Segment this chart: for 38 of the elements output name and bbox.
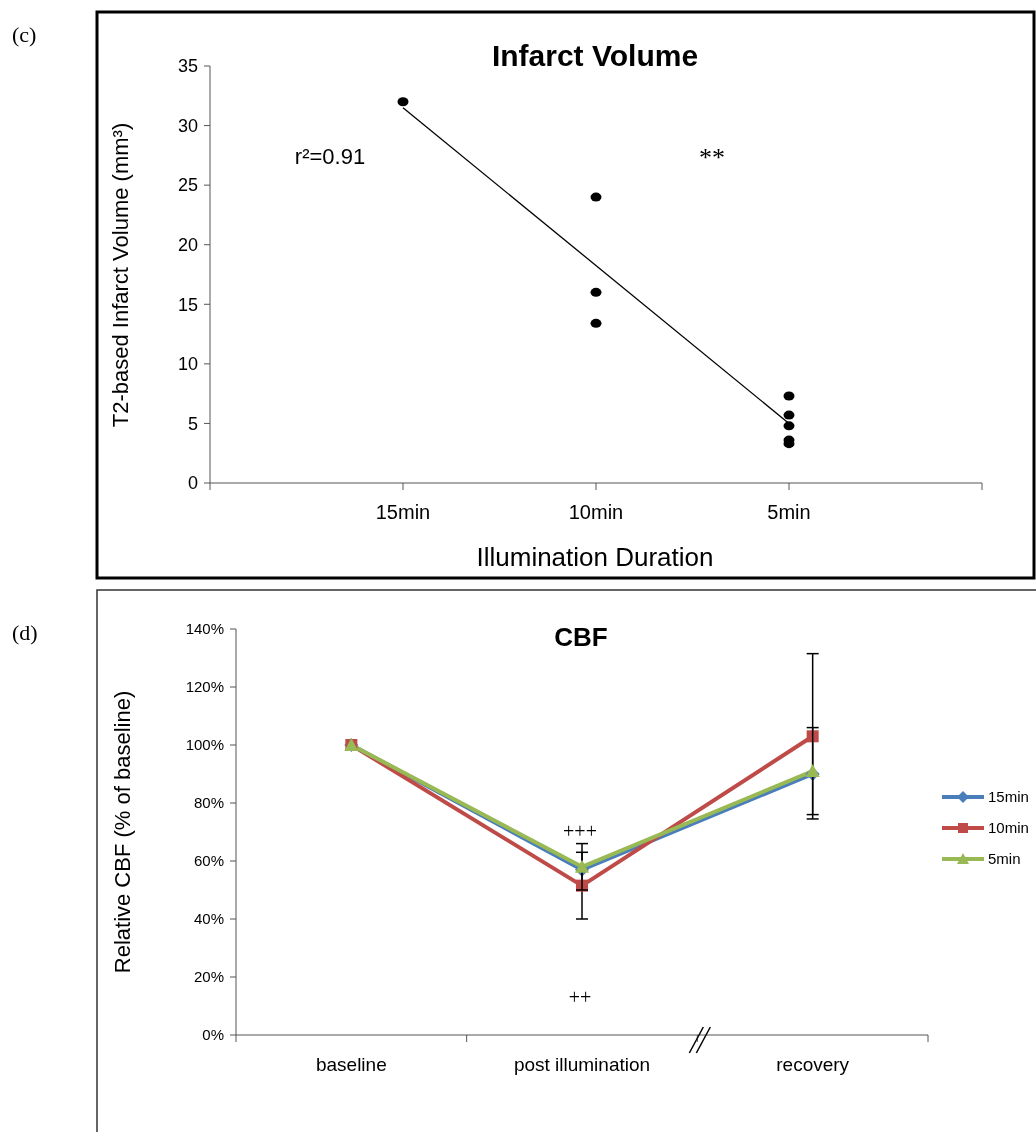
y-tick-label: 20 xyxy=(177,235,198,256)
x-tick-label: 15min xyxy=(375,501,431,523)
y-tick-label: 60% xyxy=(193,852,224,870)
point xyxy=(806,730,819,743)
annotation: r²=0.91 xyxy=(294,144,366,169)
y-tick-label: 0% xyxy=(202,1026,224,1044)
legend-label: 5min xyxy=(988,850,1021,868)
y-tick-label: 5 xyxy=(187,413,198,434)
y-tick-label: 20% xyxy=(193,968,224,986)
x-tick-label: baseline xyxy=(315,1054,387,1075)
legend-label: 15min xyxy=(988,788,1029,806)
x-tick-label: recovery xyxy=(776,1054,850,1075)
y-tick-label: 15 xyxy=(177,294,198,315)
y-axis-title: T2-based Infarct Volume (mm³) xyxy=(108,122,133,428)
point xyxy=(575,859,589,873)
y-tick-label: 120% xyxy=(185,678,224,696)
y-tick-label: 25 xyxy=(177,175,198,196)
x-axis-title: Illumination Duration xyxy=(476,542,714,572)
y-axis-title: Relative CBF (% of baseline) xyxy=(110,690,135,974)
chart-title: CBF xyxy=(554,622,608,652)
x-tick-label: post illumination xyxy=(513,1054,651,1075)
text: (d) xyxy=(12,620,38,645)
x-tick-label: 5min xyxy=(767,501,811,523)
y-tick-label: 140% xyxy=(185,620,224,638)
y-tick-label: 80% xyxy=(193,794,224,812)
chart-title: Infarct Volume xyxy=(491,39,699,72)
y-tick-label: 10 xyxy=(177,354,198,375)
y-tick-label: 35 xyxy=(177,56,198,77)
annotation: ++ xyxy=(568,986,592,1008)
y-tick-label: 40% xyxy=(193,910,224,928)
text: (c) xyxy=(12,22,37,47)
y-tick-label: 100% xyxy=(185,736,224,754)
x-tick-label: 10min xyxy=(568,501,624,523)
legend-label: 10min xyxy=(988,819,1029,837)
y-tick-label: 0 xyxy=(187,473,198,494)
annotation: ** xyxy=(699,143,725,172)
annotation: +++ xyxy=(563,820,597,842)
y-tick-label: 30 xyxy=(177,115,198,136)
